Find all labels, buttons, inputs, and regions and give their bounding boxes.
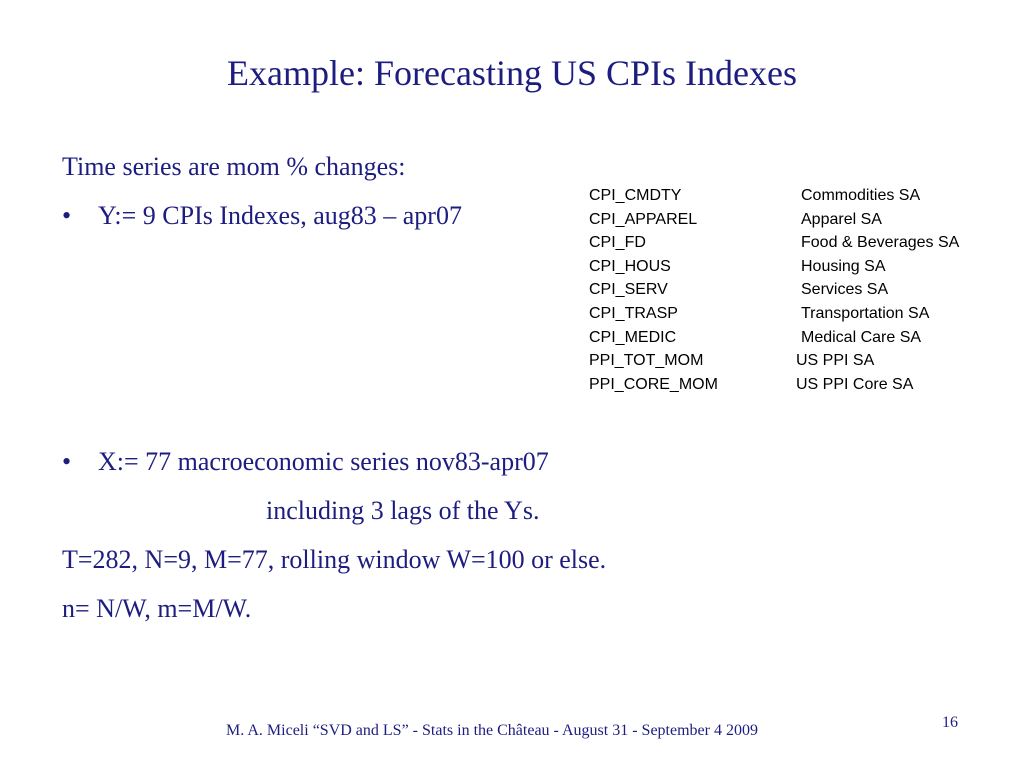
- cpi-desc: US PPI Core SA: [796, 375, 914, 393]
- bullet-icon: •: [62, 201, 72, 230]
- cpi-desc: Medical Care SA: [801, 328, 922, 346]
- bullet-x: • X:= 77 macroeconomic series nov83-apr07: [62, 447, 549, 477]
- cpi-row: CPI_TRASP Transportation SA: [589, 302, 975, 326]
- cpi-code: PPI_TOT_MOM: [589, 352, 704, 370]
- cpi-code: CPI_FD: [589, 234, 646, 252]
- cpi-code: CPI_HOUS: [589, 257, 671, 275]
- cpi-desc: US PPI SA: [796, 352, 875, 370]
- ratios-text: n= N/W, m=M/W.: [62, 594, 252, 623]
- cpi-desc: Food & Beverages SA: [801, 234, 960, 252]
- cpi-desc: Transportation SA: [801, 304, 930, 322]
- intro-text: Time series are mom % changes:: [62, 152, 406, 181]
- bullet-y: • Y:= 9 CPIs Indexes, aug83 – apr07: [62, 201, 462, 231]
- footer-text: M. A. Miceli “SVD and LS” - Stats in the…: [226, 722, 758, 739]
- cpi-code: PPI_CORE_MOM: [589, 375, 718, 393]
- bullet-x-text: X:= 77 macroeconomic series nov83-apr07: [98, 447, 549, 476]
- cpi-row: CPI_FD Food & Beverages SA: [589, 231, 975, 255]
- cpi-row: CPI_CMDTY Commodities SA: [589, 184, 975, 208]
- cpi-desc: Commodities SA: [801, 187, 921, 204]
- cpi-row: PPI_CORE_MOM US PPI Core SA: [589, 373, 975, 397]
- parameters-text: T=282, N=9, M=77, rolling window W=100 o…: [62, 545, 607, 574]
- cpi-list: CPI_CMDTY Commodities SA CPI_APPAREL App…: [589, 184, 975, 396]
- cpi-row: CPI_HOUS Housing SA: [589, 255, 975, 279]
- cpi-code: CPI_MEDIC: [589, 328, 677, 346]
- cpi-code: CPI_TRASP: [589, 304, 678, 322]
- cpi-row: CPI_APPAREL Apparel SA: [589, 208, 975, 232]
- bullet-x-continuation: including 3 lags of the Ys.: [266, 496, 540, 525]
- cpi-desc: Services SA: [801, 281, 889, 299]
- cpi-desc: Apparel SA: [801, 210, 882, 228]
- page-number: 16: [942, 714, 958, 731]
- bullet-y-text: Y:= 9 CPIs Indexes, aug83 – apr07: [98, 201, 462, 230]
- cpi-row: CPI_MEDIC Medical Care SA: [589, 326, 975, 350]
- cpi-code: CPI_SERV: [589, 281, 668, 299]
- cpi-code: CPI_APPAREL: [589, 210, 698, 228]
- cpi-desc: Housing SA: [801, 257, 886, 275]
- cpi-row: CPI_SERV Services SA: [589, 278, 975, 302]
- slide-title: Example: Forecasting US CPIs Indexes: [227, 53, 797, 93]
- cpi-row: PPI_TOT_MOM US PPI SA: [589, 349, 975, 373]
- bullet-icon: •: [62, 447, 72, 476]
- cpi-code: CPI_CMDTY: [589, 187, 682, 204]
